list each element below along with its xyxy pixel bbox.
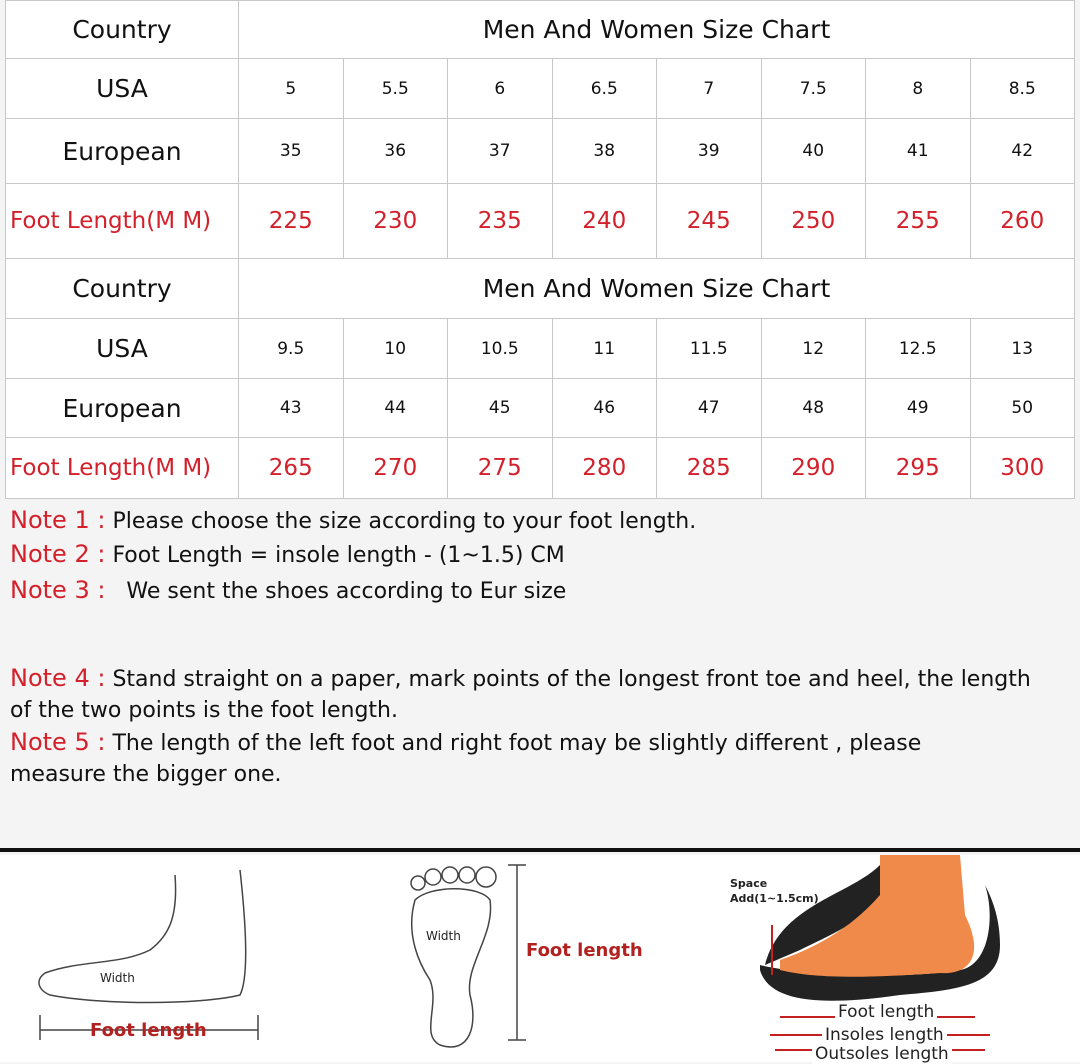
size-cell: 290 bbox=[760, 437, 866, 499]
insoles-length-label: Insoles length bbox=[822, 1025, 947, 1045]
size-cell: 42 bbox=[969, 118, 1075, 184]
size-cell: 48 bbox=[760, 378, 866, 438]
size-cell: 45 bbox=[447, 378, 553, 438]
footprint-length-label: Foot length bbox=[526, 940, 643, 961]
row-label: Foot Length(M M) bbox=[5, 183, 239, 259]
size-cell: 7.5 bbox=[760, 58, 866, 119]
country-header: Country bbox=[5, 258, 239, 319]
size-cell: 46 bbox=[551, 378, 657, 438]
note-1: Note 1 : Please choose the size accordin… bbox=[10, 506, 697, 534]
size-cell: 265 bbox=[238, 437, 344, 499]
size-chart-table: Country Men And Women Size Chart USA 5 5.5 6 6… bbox=[5, 0, 1075, 499]
table-row: Foot Length(M M) 265 270 275 280 285 290 295 300 bbox=[5, 437, 1075, 499]
footprint-width-label: Width bbox=[426, 929, 461, 943]
size-cell: 240 bbox=[551, 183, 657, 259]
shoe-cross-section-icon bbox=[760, 855, 1000, 1051]
size-cell: 11.5 bbox=[656, 318, 762, 379]
size-cell: 300 bbox=[969, 437, 1075, 499]
size-cell: 39 bbox=[656, 118, 762, 184]
size-cell: 255 bbox=[865, 183, 971, 259]
row-label: USA bbox=[5, 58, 239, 119]
header-row: Country Men And Women Size Chart bbox=[5, 0, 1075, 59]
row-label: European bbox=[5, 118, 239, 184]
size-cell: 11 bbox=[551, 318, 657, 379]
chart-title: Men And Women Size Chart bbox=[238, 258, 1075, 319]
row-label: USA bbox=[5, 318, 239, 379]
size-cell: 41 bbox=[865, 118, 971, 184]
size-cell: 225 bbox=[238, 183, 344, 259]
size-cell: 40 bbox=[760, 118, 866, 184]
size-cell: 36 bbox=[342, 118, 448, 184]
size-cell: 5.5 bbox=[342, 58, 448, 119]
size-cell: 50 bbox=[969, 378, 1075, 438]
size-cell: 10 bbox=[342, 318, 448, 379]
table-row: European 43 44 45 46 47 48 49 50 bbox=[5, 378, 1075, 438]
outsoles-length-label: Outsoles length bbox=[812, 1044, 952, 1064]
size-cell: 235 bbox=[447, 183, 553, 259]
size-cell: 47 bbox=[656, 378, 762, 438]
table-row: USA 9.5 10 10.5 11 11.5 12 12.5 13 bbox=[5, 318, 1075, 379]
side-foot-length-label: Foot length bbox=[90, 1020, 207, 1041]
divider bbox=[0, 848, 1080, 852]
note-2: Note 2 : Foot Length = insole length - (… bbox=[10, 540, 565, 568]
note-3: Note 3 : We sent the shoes according to … bbox=[10, 576, 567, 604]
size-cell: 35 bbox=[238, 118, 344, 184]
size-cell: 9.5 bbox=[238, 318, 344, 379]
size-cell: 285 bbox=[656, 437, 762, 499]
header-row: Country Men And Women Size Chart bbox=[5, 258, 1075, 319]
size-cell: 13 bbox=[969, 318, 1075, 379]
size-cell: 245 bbox=[656, 183, 762, 259]
size-cell: 6 bbox=[447, 58, 553, 119]
table-row: European 35 36 37 38 39 40 41 42 bbox=[5, 118, 1075, 184]
size-cell: 6.5 bbox=[551, 58, 657, 119]
row-label: Foot Length(M M) bbox=[5, 437, 239, 499]
size-cell: 8.5 bbox=[969, 58, 1075, 119]
size-cell: 270 bbox=[342, 437, 448, 499]
size-cell: 44 bbox=[342, 378, 448, 438]
space-label: Space bbox=[730, 877, 768, 890]
size-cell: 37 bbox=[447, 118, 553, 184]
size-cell: 275 bbox=[447, 437, 553, 499]
row-label: European bbox=[5, 378, 239, 438]
size-cell: 260 bbox=[969, 183, 1075, 259]
size-cell: 38 bbox=[551, 118, 657, 184]
shoe-foot-length-label: Foot length bbox=[835, 1002, 938, 1022]
side-foot-icon bbox=[38, 869, 259, 1040]
size-cell: 43 bbox=[238, 378, 344, 438]
size-cell: 250 bbox=[760, 183, 866, 259]
note-4: Note 4 : Stand straight on a paper, mark… bbox=[10, 664, 1031, 723]
size-cell: 7 bbox=[656, 58, 762, 119]
measurement-illustrations: Width Foot length Width Foot length Spac… bbox=[0, 855, 1080, 1064]
size-cell: 230 bbox=[342, 183, 448, 259]
size-cell: 8 bbox=[865, 58, 971, 119]
size-cell: 295 bbox=[865, 437, 971, 499]
size-cell: 12 bbox=[760, 318, 866, 379]
size-cell: 280 bbox=[551, 437, 657, 499]
footprint-icon bbox=[410, 864, 526, 1048]
chart-title: Men And Women Size Chart bbox=[238, 0, 1075, 59]
foot-drawings bbox=[38, 855, 1000, 1051]
country-header: Country bbox=[5, 0, 239, 59]
side-foot-width-label: Width bbox=[100, 971, 135, 985]
size-cell: 49 bbox=[865, 378, 971, 438]
table-row: Foot Length(M M) 225 230 235 240 245 250 255 260 bbox=[5, 183, 1075, 259]
size-cell: 12.5 bbox=[865, 318, 971, 379]
note-5: Note 5 : The length of the left foot and… bbox=[10, 728, 922, 787]
size-cell: 10.5 bbox=[447, 318, 553, 379]
space-add-label: Add(1~1.5cm) bbox=[730, 892, 819, 905]
table-row: USA 5 5.5 6 6.5 7 7.5 8 8.5 bbox=[5, 58, 1075, 119]
size-cell: 5 bbox=[238, 58, 344, 119]
